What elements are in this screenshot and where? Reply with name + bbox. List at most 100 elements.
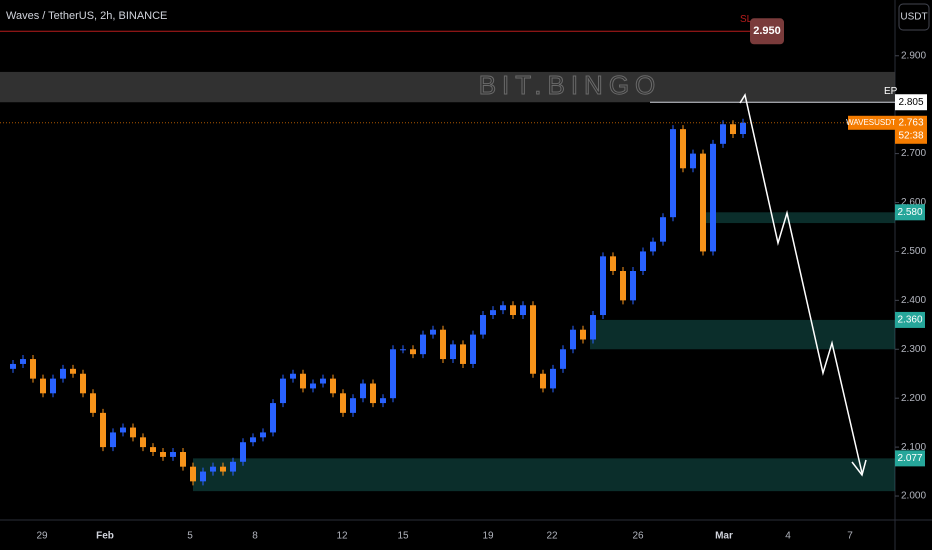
candle-body [250, 437, 256, 443]
candle-body [680, 129, 686, 169]
candle-body [290, 373, 296, 379]
y-tick-label: 2.500 [901, 246, 926, 257]
entry-band [0, 71, 895, 103]
candle-body [530, 305, 536, 374]
candle-body [410, 349, 416, 355]
candle-body [520, 305, 526, 316]
x-tick-label: 12 [336, 531, 348, 542]
candle-body [310, 383, 316, 389]
candle-body [730, 124, 736, 135]
candle-body [190, 466, 196, 482]
candle-body [130, 427, 136, 438]
candle-body [60, 368, 66, 379]
candle-body [50, 378, 56, 394]
y-tick-label: 2.700 [901, 148, 926, 159]
candle-body [540, 373, 546, 389]
zone-price-label: 2.077 [897, 453, 922, 464]
candle-body [330, 378, 336, 394]
candle-body [580, 329, 586, 340]
candle-body [650, 241, 656, 252]
candle-body [120, 427, 126, 433]
candle-body [140, 437, 146, 448]
candle-body [570, 329, 576, 350]
zone [700, 212, 895, 224]
current-name-badge [848, 115, 895, 130]
zone-price-badge [895, 311, 925, 328]
candle-body [200, 471, 206, 482]
candle-body [490, 310, 496, 316]
x-tick-label: 26 [632, 531, 644, 542]
candle-body [280, 378, 286, 404]
candle-body [690, 153, 696, 169]
zone-price-badge [895, 204, 925, 221]
candle-body [380, 398, 386, 404]
candle-body [630, 271, 636, 301]
candle-body [180, 452, 186, 467]
candle-body [670, 129, 676, 218]
candle-body [320, 378, 326, 384]
current-price-label: 2.763 [898, 117, 923, 128]
y-tick-label: 2.900 [901, 50, 926, 61]
currency-label[interactable]: USDT [900, 12, 927, 23]
watermark: BIT.BINGO [479, 70, 662, 100]
candle-body [340, 393, 346, 413]
candle-body [230, 461, 236, 472]
projection-path [739, 93, 863, 474]
chart-title: Waves / TetherUS, 2h, BINANCE [6, 10, 167, 22]
x-tick-label: 22 [546, 531, 558, 542]
candle-body [660, 217, 666, 242]
candle-body [100, 412, 106, 448]
x-tick-label: 29 [36, 531, 48, 542]
candle-body [20, 359, 26, 364]
candle-body [390, 349, 396, 399]
stop-loss-label: 2.950 [753, 25, 781, 37]
entry-label: 2.805 [898, 97, 923, 108]
current-price-badge [895, 115, 927, 144]
projection-arrowhead [851, 459, 867, 477]
y-tick-label: 2.100 [901, 442, 926, 453]
candle-body [420, 334, 426, 355]
candle-body [440, 329, 446, 360]
candle-body [500, 305, 506, 311]
candle-body [360, 383, 366, 399]
zone-price-label: 2.360 [897, 315, 922, 326]
candle-body [260, 432, 266, 438]
currency-button[interactable] [898, 3, 930, 31]
zone-price-badge [895, 450, 925, 467]
candle-body [220, 466, 226, 472]
candle-body [110, 432, 116, 448]
y-tick-label: 2.300 [901, 344, 926, 355]
x-tick-label: 5 [187, 531, 193, 542]
candle-body [150, 447, 156, 453]
entry-name: EP [884, 86, 898, 97]
candle-body [620, 271, 626, 301]
x-tick-label: 15 [397, 531, 409, 542]
y-tick-label: 2.200 [901, 393, 926, 404]
candle-body [590, 315, 596, 340]
x-tick-label: 7 [847, 531, 853, 542]
candle-body [610, 256, 616, 272]
candle-body [300, 373, 306, 389]
x-tick-label: 4 [785, 531, 791, 542]
candle-body [160, 452, 166, 457]
candle-body [240, 442, 246, 462]
candle-body [600, 256, 606, 316]
y-tick-label: 2.600 [901, 197, 926, 208]
candle-body [740, 122, 746, 135]
x-tick-label: Feb [96, 531, 114, 542]
entry-badge [895, 94, 927, 111]
candle-body [710, 143, 716, 252]
candle-body [80, 373, 86, 394]
countdown: 52:38 [898, 130, 923, 141]
candle-body [560, 349, 566, 369]
candle-body [450, 344, 456, 360]
candle-body [40, 378, 46, 394]
x-tick-label: Mar [715, 531, 733, 542]
candle-body [270, 403, 276, 433]
candle-body [10, 363, 16, 369]
candle-body [30, 359, 36, 379]
zone [193, 458, 895, 492]
candle-body [700, 153, 706, 252]
x-tick-label: 19 [482, 531, 494, 542]
candle-body [400, 349, 406, 351]
